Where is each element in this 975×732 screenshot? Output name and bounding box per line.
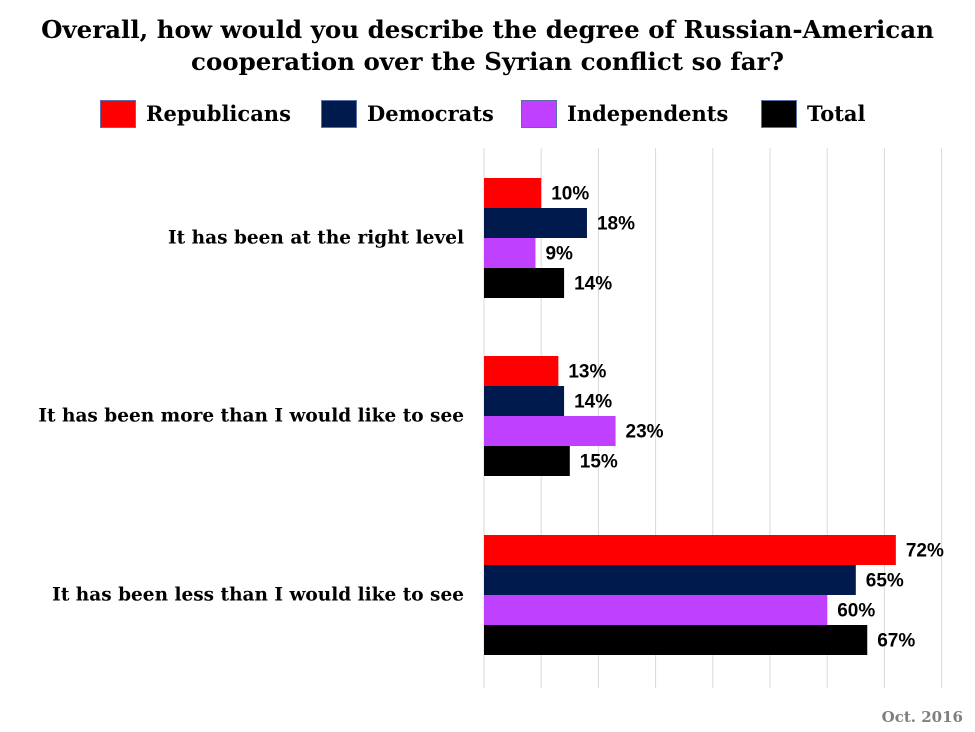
legend-label-independents: Independents <box>567 101 729 126</box>
legend-item-independents: Independents <box>521 97 728 131</box>
legend-swatch-total <box>761 100 797 128</box>
data-label: 9% <box>545 244 573 265</box>
legend-item-total: Total <box>761 97 866 131</box>
data-label: 18% <box>597 214 635 235</box>
data-label: 23% <box>626 422 664 443</box>
data-label: 10% <box>551 184 589 205</box>
data-labels: 10%18%9%14%13%14%23%15%72%65%60%67% <box>545 184 943 652</box>
legend-swatch-republicans <box>100 100 136 128</box>
chart-title: Overall, how would you describe the degr… <box>0 14 975 78</box>
legend-label-democrats: Democrats <box>367 101 494 126</box>
data-label: 14% <box>574 392 612 413</box>
bar-republicans <box>484 356 559 386</box>
category-label: It has been more than I would like to se… <box>38 406 464 427</box>
data-label: 65% <box>866 571 904 592</box>
legend-label-total: Total <box>807 101 866 126</box>
legend-swatch-democrats <box>321 100 357 128</box>
footnote-date: Oct. 2016 <box>881 708 963 726</box>
bar-total <box>484 446 570 476</box>
data-label: 13% <box>568 362 606 383</box>
legend-label-republicans: Republicans <box>146 101 291 126</box>
bar-total <box>484 625 868 655</box>
bar-independents <box>484 238 536 268</box>
legend-item-democrats: Democrats <box>321 97 494 131</box>
bar-democrats <box>484 565 856 595</box>
chart-title-line-1: Overall, how would you describe the degr… <box>41 15 934 44</box>
data-label: 15% <box>580 452 618 473</box>
data-label: 72% <box>906 541 944 562</box>
bar-republicans <box>484 535 896 565</box>
chart-legend: Republicans Democrats Independents Total <box>0 97 975 131</box>
data-label: 60% <box>837 601 875 622</box>
bars <box>484 178 896 655</box>
category-label: It has been less than I would like to se… <box>52 585 464 606</box>
bar-total <box>484 268 565 298</box>
data-label: 14% <box>574 274 612 295</box>
bar-republicans <box>484 178 542 208</box>
data-label: 67% <box>877 631 915 652</box>
category-label: It has been at the right level <box>168 228 464 249</box>
bar-democrats <box>484 208 587 238</box>
category-labels: It has been at the right level It has bee… <box>38 228 464 606</box>
chart-title-line-2: cooperation over the Syrian conflict so … <box>191 47 784 76</box>
bar-independents <box>484 595 828 625</box>
legend-item-republicans: Republicans <box>100 97 291 131</box>
bar-independents <box>484 416 616 446</box>
legend-swatch-independents <box>521 100 557 128</box>
bar-democrats <box>484 386 565 416</box>
